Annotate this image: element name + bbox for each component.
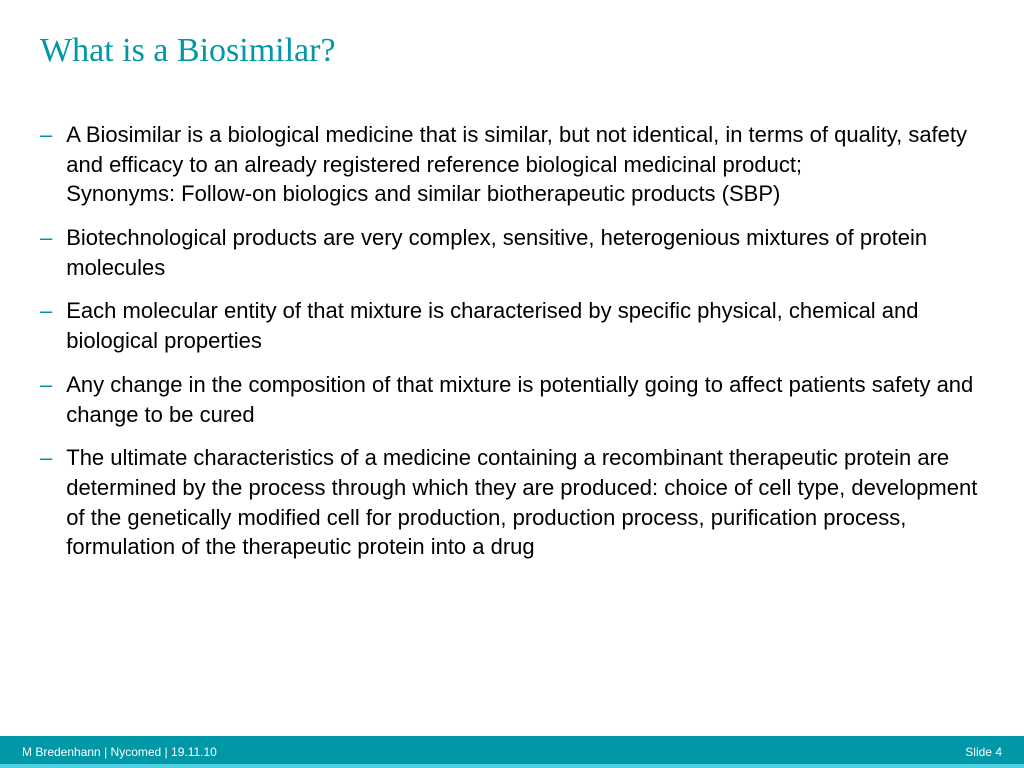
- bullet-text: A Biosimilar is a biological medicine th…: [66, 120, 984, 209]
- bullet-text: Each molecular entity of that mixture is…: [66, 296, 984, 355]
- bullet-item: – The ultimate characteristics of a medi…: [40, 443, 984, 562]
- bullet-item: – Biotechnological products are very com…: [40, 223, 984, 282]
- bullet-dash-icon: –: [40, 370, 52, 400]
- bullet-list: – A Biosimilar is a biological medicine …: [40, 120, 984, 562]
- footer-author: M Bredenhann: [22, 745, 101, 759]
- bullet-item: – Each molecular entity of that mixture …: [40, 296, 984, 355]
- bullet-text: Any change in the composition of that mi…: [66, 370, 984, 429]
- slide-title: What is a Biosimilar?: [0, 0, 1024, 70]
- footer-metadata: M Bredenhann | Nycomed | 19.11.10: [22, 745, 217, 759]
- footer-slide-number: Slide 4: [965, 745, 1002, 759]
- bullet-item: – A Biosimilar is a biological medicine …: [40, 120, 984, 209]
- bullet-dash-icon: –: [40, 443, 52, 473]
- footer-date: 19.11.10: [171, 745, 217, 759]
- bullet-text: The ultimate characteristics of a medici…: [66, 443, 984, 562]
- bullet-text: Biotechnological products are very compl…: [66, 223, 984, 282]
- slide-content: – A Biosimilar is a biological medicine …: [0, 70, 1024, 562]
- footer-company: Nycomed: [111, 745, 162, 759]
- slide-container: What is a Biosimilar? – A Biosimilar is …: [0, 0, 1024, 768]
- bullet-item: – Any change in the composition of that …: [40, 370, 984, 429]
- bullet-dash-icon: –: [40, 296, 52, 326]
- footer-separator: |: [161, 745, 171, 759]
- slide-footer: M Bredenhann | Nycomed | 19.11.10 Slide …: [0, 736, 1024, 768]
- footer-accent-bar: [0, 764, 1024, 768]
- slide-label: Slide: [965, 745, 992, 759]
- slide-number: 4: [995, 745, 1002, 759]
- bullet-dash-icon: –: [40, 120, 52, 150]
- bullet-dash-icon: –: [40, 223, 52, 253]
- footer-separator: |: [101, 745, 111, 759]
